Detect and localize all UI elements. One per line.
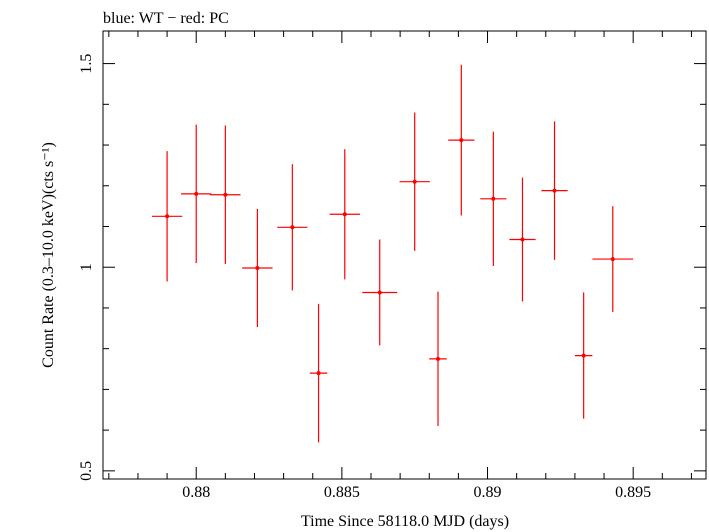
data-point <box>399 112 430 251</box>
data-point <box>329 149 360 280</box>
point-marker <box>610 257 615 262</box>
x-axis-tick-labels: 0.88 0.885 0.89 0.895 <box>182 484 651 501</box>
point-marker <box>290 225 295 230</box>
data-point <box>429 291 447 427</box>
x-axis-label: Time Since 58118.0 MJD (days) <box>301 513 509 530</box>
point-marker <box>165 214 170 219</box>
y-tick-label: 0.5 <box>78 461 95 481</box>
y-axis-ticks <box>103 63 706 472</box>
data-point <box>210 125 241 264</box>
data-point <box>242 208 273 328</box>
point-marker <box>223 192 228 197</box>
x-tick-label: 0.885 <box>324 484 360 501</box>
data-point <box>509 177 536 302</box>
y-tick-label: 1.5 <box>78 54 95 74</box>
x-axis-ticks <box>108 31 692 479</box>
x-tick-label: 0.88 <box>182 484 210 501</box>
data-point <box>309 303 328 443</box>
data-point <box>541 121 568 260</box>
data-point <box>362 239 398 346</box>
point-marker <box>459 138 464 143</box>
point-marker <box>552 188 557 193</box>
data-point <box>592 206 634 313</box>
data-point <box>448 64 475 216</box>
y-axis-tick-labels: 0.5 1 1.5 <box>78 54 95 481</box>
point-marker <box>255 266 260 271</box>
data-point <box>151 151 183 282</box>
point-marker <box>194 191 199 196</box>
point-marker <box>581 353 586 358</box>
point-marker <box>342 212 347 217</box>
point-marker <box>520 237 525 242</box>
y-tick-label: 1 <box>78 263 95 271</box>
point-marker <box>377 290 382 295</box>
series-pc <box>151 64 634 443</box>
chart-title: blue: WT − red: PC <box>103 10 229 27</box>
data-point <box>574 292 593 419</box>
x-tick-label: 0.89 <box>474 484 502 501</box>
data-point <box>181 124 212 264</box>
point-marker <box>316 371 321 376</box>
data-point <box>480 131 507 266</box>
point-marker <box>436 356 440 361</box>
y-axis-label: Count Rate (0.3–10.0 keV)(cts s⁻¹) <box>40 142 57 368</box>
point-marker <box>412 179 417 184</box>
point-marker <box>491 196 496 201</box>
x-tick-label: 0.895 <box>615 484 651 501</box>
data-point <box>277 164 308 291</box>
plot-frame <box>102 30 707 480</box>
